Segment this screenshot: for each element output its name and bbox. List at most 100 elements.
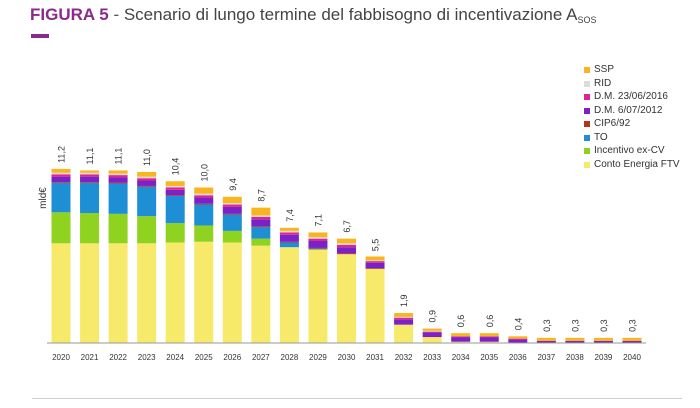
- bar-segment-d-m-6-07-2012-2024: [165, 189, 185, 196]
- x-tick-label-2023: 2023: [138, 353, 156, 362]
- bar-segment-conto-energia-ftv-2035: [479, 341, 499, 343]
- bar-segment-d-m-6-07-2012-2035: [479, 337, 499, 342]
- bar-segment-d-m-6-07-2012-2036: [508, 339, 528, 343]
- bar-segment-ssp-2027: [251, 207, 271, 216]
- bar-segment-ssp-2038: [565, 337, 585, 341]
- total-label-2037: 0,3: [542, 319, 552, 332]
- bar-segment-conto-energia-ftv-2033: [422, 337, 442, 343]
- x-tick-label-2032: 2032: [395, 353, 413, 362]
- bar-segment-rid-2030: [337, 243, 356, 245]
- bar-segment-conto-energia-ftv-2023: [137, 243, 157, 343]
- bar-segment-to-2024: [165, 196, 185, 224]
- bar-segment-d-m-6-07-2012-2021: [80, 176, 100, 183]
- bar-segment-d-m-23-06-2016-2023: [137, 178, 157, 181]
- total-label-2025: 10,0: [199, 164, 209, 182]
- legend-swatch-conto-energia-ftv: [584, 161, 590, 168]
- x-tick-label-2028: 2028: [281, 353, 299, 362]
- bar-segment-d-m-23-06-2016-2021: [80, 174, 100, 177]
- bar-segment-cip6-92-2023: [137, 185, 157, 187]
- bar-segment-d-m-6-07-2012-2034: [451, 337, 471, 342]
- bar-segment-ssp-2033: [422, 328, 442, 331]
- bar-segment-d-m-6-07-2012-2026: [222, 206, 242, 214]
- bar-segment-ssp-2028: [279, 227, 299, 231]
- bar-segment-incentivo-ex-cv-2022: [108, 213, 128, 244]
- bar-segment-incentivo-ex-cv-2021: [80, 213, 100, 244]
- bar-segment-to-2020: [51, 182, 71, 213]
- x-tick-label-2040: 2040: [623, 353, 641, 362]
- legend-label-ssp: SSP: [594, 64, 615, 75]
- bar-segment-conto-energia-ftv-2026: [222, 242, 242, 343]
- bar-segment-ssp-2029: [308, 232, 328, 238]
- total-label-2034: 0,6: [456, 315, 466, 328]
- bar-segment-conto-energia-ftv-2028: [279, 247, 299, 343]
- bar-segment-cip6-92-2021: [80, 182, 100, 183]
- x-tick-label-2022: 2022: [109, 353, 127, 362]
- bar-segment-d-m-23-06-2016-2035: [479, 336, 499, 338]
- bar-segment-d-m-6-07-2012-2040: [622, 340, 642, 343]
- x-tick-label-2024: 2024: [166, 353, 184, 362]
- bar-segment-d-m-23-06-2016-2020: [51, 174, 71, 177]
- bar-segment-rid-2024: [165, 185, 185, 188]
- bar-segment-ssp-2040: [622, 337, 642, 341]
- bar-segment-to-2026: [222, 214, 242, 231]
- bar-segment-to-2023: [137, 186, 157, 217]
- bar-segment-rid-2027: [251, 215, 271, 217]
- bar-segment-ssp-2021: [80, 170, 100, 173]
- bar-segment-d-m-6-07-2012-2020: [51, 176, 71, 183]
- x-tick-label-2021: 2021: [81, 353, 99, 362]
- figure-title-text: Scenario di lungo termine del fabbisogno…: [123, 5, 578, 24]
- bar-segment-d-m-23-06-2016-2033: [422, 331, 442, 333]
- bar-segment-d-m-23-06-2016-2034: [451, 336, 471, 338]
- legend-swatch-d-m-6-07-2012: [584, 107, 590, 114]
- legend-swatch-incentivo-ex-cv: [584, 148, 590, 154]
- bar-segment-cip6-92-2024: [165, 195, 185, 197]
- x-tick-label-2031: 2031: [366, 353, 384, 362]
- bar-segment-ssp-2020: [51, 168, 71, 173]
- total-label-2024: 10,4: [171, 158, 181, 176]
- bar-segment-rid-2032: [394, 316, 414, 318]
- title-accent-bar: [31, 34, 49, 38]
- x-tick-label-2027: 2027: [252, 353, 270, 362]
- legend-swatch-to: [584, 134, 590, 141]
- total-label-2036: 0,4: [513, 318, 523, 331]
- bar-segment-ssp-2024: [165, 181, 185, 186]
- bar-segment-ssp-2022: [108, 170, 128, 174]
- x-tick-label-2030: 2030: [338, 353, 356, 362]
- legend-label-d-m-6-07-2012: D.M. 6/07/2012: [594, 104, 663, 116]
- total-label-2040: 0,3: [628, 319, 638, 332]
- bar-segment-ssp-2023: [137, 172, 157, 177]
- bar-segment-to-2021: [80, 182, 100, 214]
- bar-segment-conto-energia-ftv-2032: [394, 324, 414, 343]
- bar-segment-ssp-2030: [337, 238, 356, 244]
- x-tick-label-2026: 2026: [223, 353, 241, 362]
- bar-segment-d-m-23-06-2016-2024: [165, 187, 185, 190]
- figure-label: FIGURA 5: [30, 5, 109, 24]
- bar-segment-d-m-23-06-2016-2027: [251, 216, 271, 220]
- bar-segment-d-m-23-06-2016-2029: [308, 238, 328, 241]
- bar-segment-conto-energia-ftv-2027: [251, 245, 271, 343]
- total-label-2023: 11,0: [142, 149, 152, 166]
- bar-segment-d-m-23-06-2016-2026: [222, 204, 242, 207]
- legend-label-incentivo-ex-cv: Incentivo ex-CV: [594, 145, 665, 156]
- total-label-2029: 7,1: [313, 214, 323, 227]
- x-tick-label-2034: 2034: [452, 353, 470, 362]
- legend-label-to: TO: [594, 131, 608, 143]
- legend-swatch-rid: [584, 80, 590, 87]
- bar-segment-incentivo-ex-cv-2023: [137, 216, 157, 244]
- bar-segment-d-m-6-07-2012-2032: [394, 319, 414, 325]
- bar-segment-rid-2020: [51, 172, 71, 175]
- bar-segment-conto-energia-ftv-2030: [337, 254, 356, 343]
- total-label-2035: 0,6: [485, 315, 495, 328]
- bar-segment-d-m-23-06-2016-2022: [108, 175, 128, 178]
- bar-segment-d-m-23-06-2016-2025: [194, 195, 214, 198]
- total-label-2026: 9,4: [228, 178, 238, 191]
- y-axis-label: mld€: [38, 187, 49, 209]
- bar-segment-conto-energia-ftv-2029: [308, 249, 328, 343]
- bar-segment-d-m-23-06-2016-2036: [508, 338, 528, 340]
- total-label-2028: 7,4: [285, 209, 295, 222]
- total-label-2022: 11,1: [114, 148, 124, 165]
- bar-segment-d-m-6-07-2012-2029: [308, 240, 328, 248]
- x-tick-label-2029: 2029: [309, 353, 327, 362]
- bar-segment-cip6-92-2020: [51, 182, 71, 183]
- legend-label-d-m-23-06-2016: D.M. 23/06/2016: [594, 91, 668, 102]
